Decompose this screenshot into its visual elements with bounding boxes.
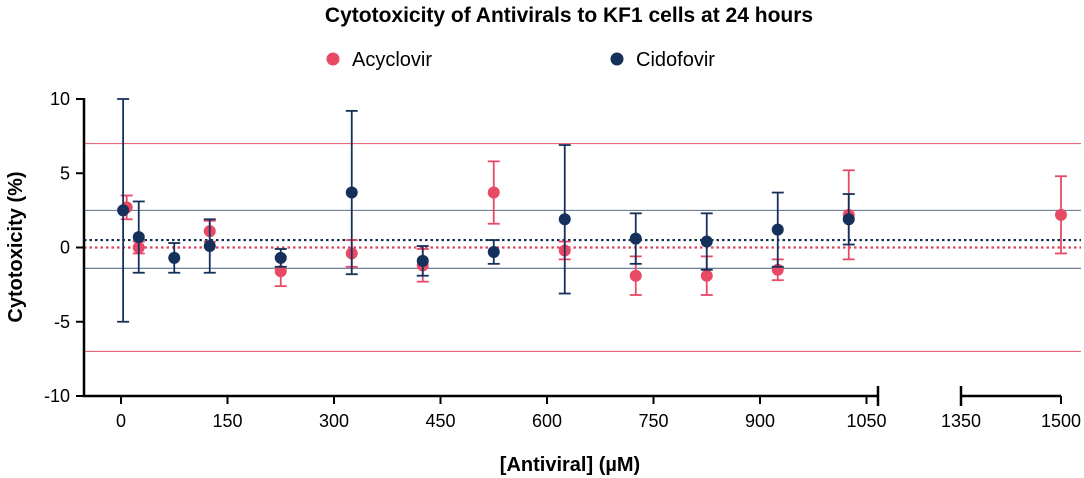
chart-title: Cytotoxicity of Antivirals to KF1 cells … [325,4,813,27]
x-tick-label: 450 [425,411,455,431]
data-point [203,240,216,253]
data-point [416,254,429,267]
legend-marker-acyclovir [326,52,340,66]
data-point [487,186,500,199]
legend-label-acyclovir: Acyclovir [352,49,432,71]
data-point [629,269,642,282]
data-point [168,251,181,264]
x-tick-label: 900 [745,411,775,431]
y-tick-label: 10 [50,89,70,109]
x-tick-label: 1500 [1041,411,1081,431]
x-tick-label: 1050 [846,411,886,431]
data-point [345,186,358,199]
series-acyclovir [120,160,1067,296]
x-axis-title: [Antiviral] (µM) [500,454,640,476]
y-axis-title: Cytotoxicity (%) [5,171,27,322]
data-point [771,223,784,236]
x-tick-label: 750 [638,411,668,431]
legend: Acyclovir Cidofovir [326,49,715,71]
x-tick-label: 150 [212,411,242,431]
data-point [700,269,713,282]
legend-label-cidofovir: Cidofovir [636,49,715,71]
y-tick-label: 0 [60,238,70,258]
series-cidofovir [117,98,855,323]
x-tick-label: 0 [116,411,126,431]
y-tick-label: -5 [54,312,70,332]
x-tick-label: 300 [319,411,349,431]
data-point [274,265,287,278]
x-tick-label: 1350 [941,411,981,431]
axes: 1050-5-100 150 300 450 600 750 900 1050 1350 1500 [44,89,1081,431]
data-point [487,245,500,258]
data-point [132,231,145,244]
data-point [274,251,287,264]
data-point [629,232,642,245]
legend-marker-cidofovir [610,52,624,66]
reference-lines [84,143,1081,353]
data-point [1055,208,1067,221]
y-tick-label: -10 [44,386,70,406]
data-point [558,213,571,226]
y-tick-label: 5 [60,163,70,183]
data-point [842,213,855,226]
x-tick-label: 600 [532,411,562,431]
data-point [700,235,713,248]
series-layer [117,98,1067,323]
data-point [117,204,130,217]
